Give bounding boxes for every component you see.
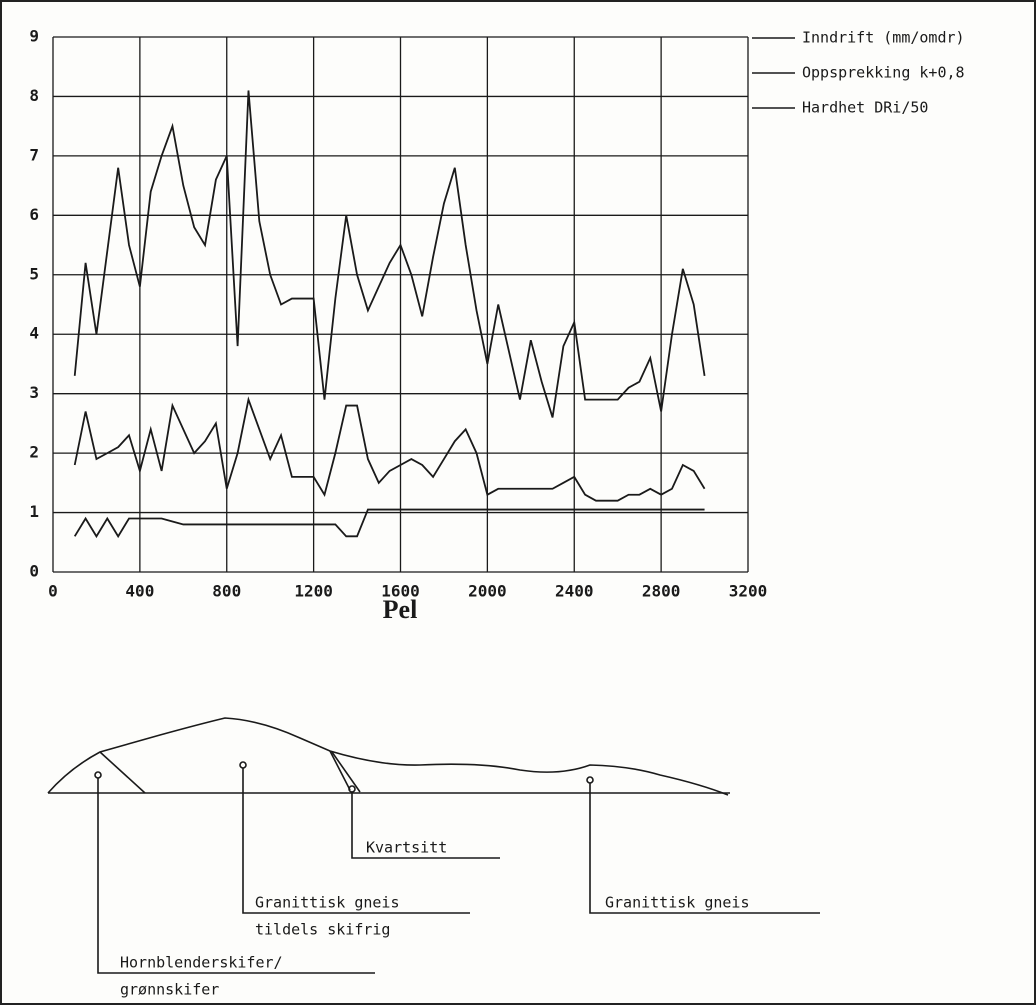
x-tick-label: 2800 <box>642 582 681 601</box>
x-tick-label: 800 <box>212 582 241 601</box>
x-tick-label: 1600 <box>381 582 420 601</box>
profile-label: Kvartsitt <box>366 839 447 857</box>
legend-label: Oppsprekking k+0,8 <box>802 64 965 82</box>
x-tick-label: 400 <box>125 582 154 601</box>
profile-label: Hornblenderskifer/ <box>120 954 283 972</box>
y-tick-label: 6 <box>29 205 39 224</box>
y-tick-label: 9 <box>29 27 39 46</box>
frame <box>1 1 1035 1004</box>
profile-label: tildels skifrig <box>255 921 390 939</box>
y-tick-label: 1 <box>29 502 39 521</box>
y-tick-label: 7 <box>29 145 39 164</box>
legend-label: Inndrift (mm/omdr) <box>802 29 965 47</box>
y-tick-label: 8 <box>29 86 39 105</box>
x-tick-label: 2000 <box>468 582 507 601</box>
y-tick-label: 5 <box>29 264 39 283</box>
x-tick-label: 1200 <box>294 582 333 601</box>
x-tick-label: 2400 <box>555 582 594 601</box>
y-tick-label: 2 <box>29 443 39 462</box>
y-tick-label: 3 <box>29 383 39 402</box>
data-line <box>75 400 705 501</box>
profile-label: Granittisk gneis <box>605 894 750 912</box>
legend-label: Hardhet DRi/50 <box>802 99 928 117</box>
y-tick-label: 0 <box>29 562 39 581</box>
y-tick-label: 4 <box>29 324 39 343</box>
data-line <box>75 91 705 418</box>
data-line <box>75 510 705 537</box>
profile-label: grønnskifer <box>120 981 219 999</box>
x-tick-label: 0 <box>48 582 58 601</box>
x-tick-label: 3200 <box>729 582 768 601</box>
profile-label: Granittisk gneis <box>255 894 400 912</box>
figure: Kvartsitt Granittisk gneis tildels skifr… <box>0 0 1036 1005</box>
